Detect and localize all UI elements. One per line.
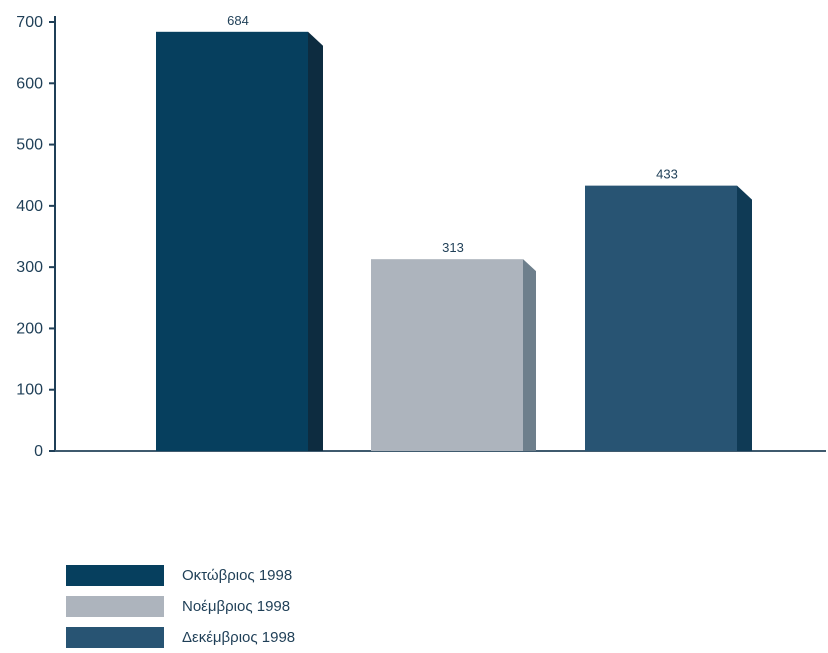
legend-swatch: [66, 565, 164, 586]
y-tick-label: 600: [16, 75, 43, 92]
y-tick-label: 100: [16, 382, 43, 399]
bar-side: [737, 185, 752, 451]
bar-chart: 0 100 200 300 400 500 600 700 684 313 433: [16, 13, 826, 460]
bar: [585, 185, 737, 451]
data-label: 433: [656, 167, 678, 182]
y-tick-label: 300: [16, 259, 43, 276]
legend-item: Δεκέμβριος 1998: [66, 622, 295, 653]
data-label: 684: [227, 13, 249, 28]
y-tick-label: 0: [34, 443, 43, 460]
y-tick-label: 400: [16, 198, 43, 215]
legend-label: Δεκέμβριος 1998: [182, 629, 296, 646]
legend-item: Νοέμβριος 1998: [66, 591, 295, 622]
legend-swatch: [66, 627, 164, 648]
data-label: 313: [442, 240, 464, 255]
y-tick-label: 200: [16, 320, 43, 337]
y-tick-label: 700: [16, 14, 43, 31]
y-tick-label: 500: [16, 137, 43, 154]
legend-swatch: [66, 596, 164, 617]
legend-label: Νοέμβριος 1998: [182, 598, 291, 615]
legend: Οκτώβριος 1998 Νοέμβριος 1998 Δεκέμβριος…: [66, 560, 295, 653]
bar: [156, 31, 308, 451]
bar-side: [523, 259, 536, 451]
legend-label: Οκτώβριος 1998: [182, 567, 293, 584]
legend-item: Οκτώβριος 1998: [66, 560, 295, 591]
bar: [371, 259, 523, 451]
bar-side: [308, 31, 323, 451]
